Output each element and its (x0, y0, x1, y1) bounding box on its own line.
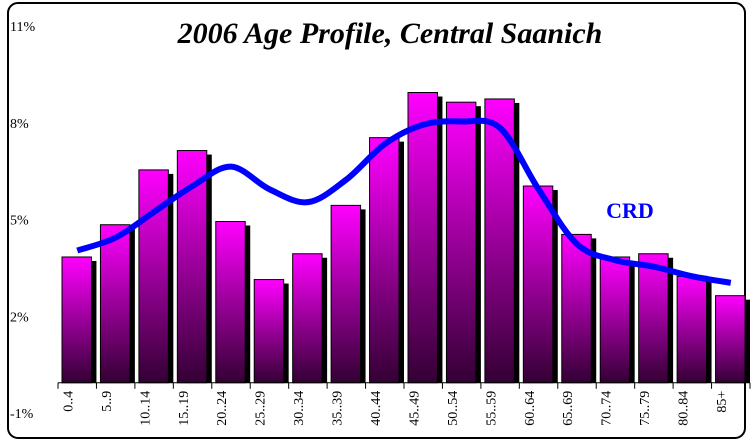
y-tick-label: 8% (10, 117, 29, 132)
y-tick-label: -1% (10, 407, 34, 422)
bar (599, 256, 631, 384)
x-tick-label: 85+ (715, 391, 730, 413)
bar (61, 256, 92, 384)
x-tick-label: 15..19 (177, 391, 192, 426)
y-tick-label: 5% (10, 214, 29, 229)
x-tick-label: 45..49 (407, 391, 422, 426)
x-tick-label: 65..69 (561, 391, 576, 426)
bar (715, 295, 746, 384)
x-tick-label: 50..54 (446, 391, 461, 426)
x-tick-label: 30..34 (292, 391, 307, 426)
bar (638, 253, 669, 384)
line (76, 117, 732, 286)
x-tick-label: 80..84 (677, 391, 692, 426)
series-label: CRD (606, 198, 654, 223)
y-tick-label: 2% (10, 310, 29, 325)
x-tick-label: 55..59 (484, 391, 499, 426)
x-tick-label: 5..9 (100, 391, 115, 412)
bar (292, 253, 323, 384)
bar (330, 204, 362, 384)
bar (561, 233, 592, 384)
bar (484, 98, 515, 384)
bar (99, 224, 131, 384)
x-tick-label: 75..79 (638, 391, 653, 426)
x-tick-label: 0..4 (61, 391, 76, 412)
bar (253, 279, 285, 384)
y-tick-label: 11% (10, 20, 35, 35)
chart-title: 2006 Age Profile, Central Saanich (177, 17, 603, 50)
x-tick-label: 35..39 (331, 391, 346, 426)
x-tick-label: 40..44 (369, 391, 384, 426)
x-tick-label: 10..14 (138, 391, 153, 426)
bar (445, 101, 477, 384)
bar (522, 185, 554, 384)
bar (407, 92, 438, 384)
x-tick-label: 25..29 (254, 391, 269, 426)
x-tick-label: 70..74 (600, 391, 615, 426)
bar (215, 221, 246, 384)
bar (369, 137, 400, 384)
x-tick-label: 20..24 (215, 391, 230, 426)
x-tick-label: 60..64 (523, 391, 538, 426)
bar (676, 275, 708, 384)
